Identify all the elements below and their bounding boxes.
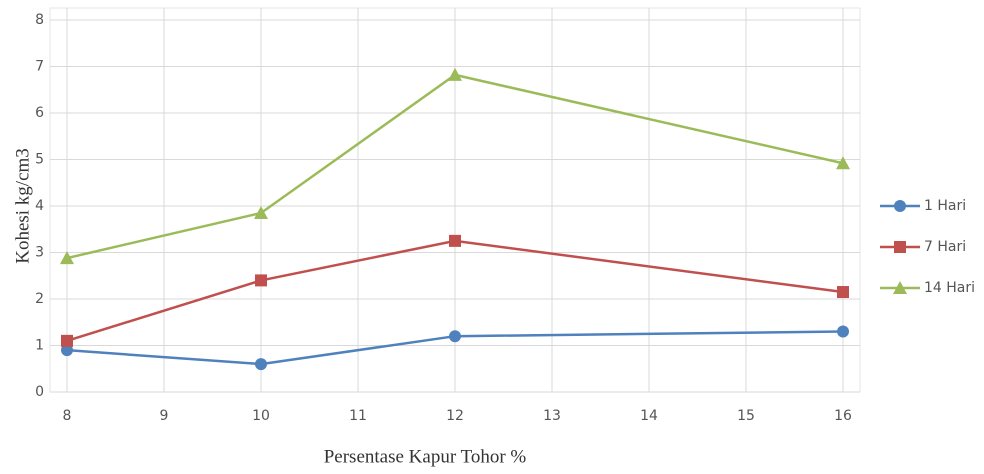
marker	[449, 330, 461, 342]
x-tick-label: 11	[349, 408, 367, 424]
y-tick-label: 0	[35, 384, 44, 400]
y-tick-label: 7	[35, 59, 44, 75]
y-tick-label: 5	[35, 152, 44, 168]
legend-label: 14 Hari	[924, 280, 975, 296]
legend-marker	[894, 241, 906, 253]
legend-label: 7 Hari	[924, 239, 966, 255]
x-tick-label: 10	[252, 408, 270, 424]
marker	[837, 326, 849, 338]
x-tick-label: 16	[834, 408, 852, 424]
chart: Persentase Kapur Tohor % Kohesi kg/cm3 0…	[0, 0, 984, 474]
y-tick-label: 4	[35, 198, 44, 214]
x-axis-label: Persentase Kapur Tohor %	[324, 446, 527, 467]
marker	[61, 335, 73, 347]
marker	[448, 68, 462, 81]
x-tick-label: 8	[63, 408, 72, 424]
x-tick-label: 12	[446, 408, 464, 424]
legend-label: 1 Hari	[924, 198, 966, 214]
marker	[254, 206, 268, 219]
y-tick-label: 3	[35, 245, 44, 261]
y-tick-label: 8	[35, 12, 44, 28]
marker	[255, 274, 267, 286]
y-tick-label: 6	[35, 105, 44, 121]
marker	[449, 235, 461, 247]
legend-marker	[894, 200, 906, 212]
y-tick-label: 2	[35, 291, 44, 307]
x-tick-label: 14	[640, 408, 658, 424]
x-tick-label: 9	[160, 408, 169, 424]
y-tick-label: 1	[35, 338, 44, 354]
x-tick-label: 13	[543, 408, 561, 424]
marker	[255, 358, 267, 370]
x-tick-label: 15	[737, 408, 755, 424]
y-axis-label: Kohesi kg/cm3	[12, 148, 33, 264]
marker	[837, 286, 849, 298]
